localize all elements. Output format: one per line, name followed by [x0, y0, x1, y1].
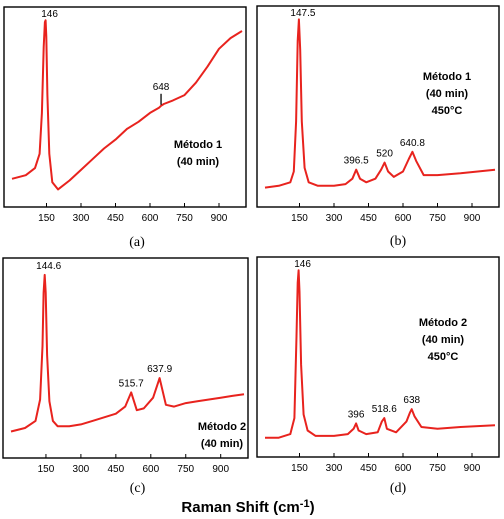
chart-panels: 150 300 450 600 750 900 146 648 Método 1 (40 min)… — [2, 5, 500, 496]
peak-label: 520 — [376, 149, 393, 160]
x-tick-label: 300 — [73, 213, 90, 224]
plot-frame — [256, 256, 500, 458]
spectrum-line — [10, 273, 245, 433]
spectrum-line — [265, 269, 496, 439]
peak-label: 640.8 — [400, 138, 425, 149]
panel-annotation: (40 min) — [422, 334, 465, 346]
panel-caption: (b) — [390, 234, 407, 249]
panel-annotation: Método 2 — [198, 421, 246, 433]
x-tick-label: 900 — [464, 463, 481, 474]
panel-caption: (a) — [129, 235, 145, 250]
peak-label: 648 — [153, 82, 170, 93]
x-tick-label: 600 — [142, 464, 159, 475]
x-tick-label: 300 — [326, 213, 343, 224]
chart-panel-1: 150 300 450 600 750 900 146 648 Método 1 (40 min)… — [3, 6, 247, 250]
panel-annotation: (40 min) — [201, 438, 244, 450]
panel-caption: (d) — [390, 481, 407, 496]
x-tick-label: 450 — [360, 463, 377, 474]
x-tick-label: 750 — [176, 213, 193, 224]
plot-frame — [3, 6, 247, 208]
x-tick-label: 600 — [142, 213, 159, 224]
x-tick-label: 750 — [429, 213, 446, 224]
panel-annotation: 450°C — [428, 351, 459, 363]
x-tick-label: 600 — [395, 213, 412, 224]
panel-annotation: Método 1 — [423, 71, 471, 83]
x-tick-label: 300 — [73, 464, 90, 475]
chart-panel-4: 150 300 450 600 750 900 146 396 518.6 638 Método 2… — [256, 256, 500, 496]
peak-label: 144.6 — [36, 261, 61, 272]
x-tick-label: 300 — [326, 463, 343, 474]
x-tick-label: 450 — [360, 213, 377, 224]
panel-annotation: (40 min) — [426, 88, 469, 100]
spectrum-line — [11, 19, 243, 191]
panel-annotation: Método 1 — [174, 139, 222, 151]
panel-annotation: (40 min) — [177, 156, 220, 168]
peak-label: 396 — [348, 409, 365, 420]
peak-label: 146 — [41, 9, 58, 20]
plot-frame — [2, 257, 249, 459]
x-tick-label: 150 — [38, 213, 55, 224]
x-tick-label: 450 — [107, 213, 124, 224]
peak-label: 515.7 — [119, 378, 144, 389]
peak-label: 518.6 — [372, 404, 397, 415]
x-tick-label: 900 — [212, 464, 229, 475]
x-axis-label: Raman Shift (cm-1) — [181, 498, 314, 516]
peak-label: 637.9 — [147, 364, 172, 375]
peak-label: 638 — [403, 395, 420, 406]
panel-annotation: Método 2 — [419, 317, 467, 329]
x-tick-label: 600 — [395, 463, 412, 474]
peak-label: 146 — [294, 259, 311, 270]
chart-panel-2: 150 300 450 600 750 900 147.5 396.5 520 640.8 Méto… — [256, 5, 500, 249]
peak-label: 147.5 — [290, 8, 315, 19]
spectrum-line — [264, 18, 496, 189]
peak-label: 396.5 — [344, 156, 369, 167]
panel-annotation: 450°C — [432, 105, 463, 117]
x-tick-label: 450 — [108, 464, 125, 475]
plot-frame — [256, 5, 500, 208]
x-tick-label: 900 — [464, 213, 481, 224]
x-tick-label: 150 — [291, 463, 308, 474]
x-tick-label: 750 — [429, 463, 446, 474]
panel-caption: (c) — [130, 481, 146, 496]
x-tick-label: 750 — [177, 464, 194, 475]
x-tick-label: 900 — [211, 213, 228, 224]
x-tick-label: 150 — [38, 464, 55, 475]
x-tick-label: 150 — [291, 213, 308, 224]
